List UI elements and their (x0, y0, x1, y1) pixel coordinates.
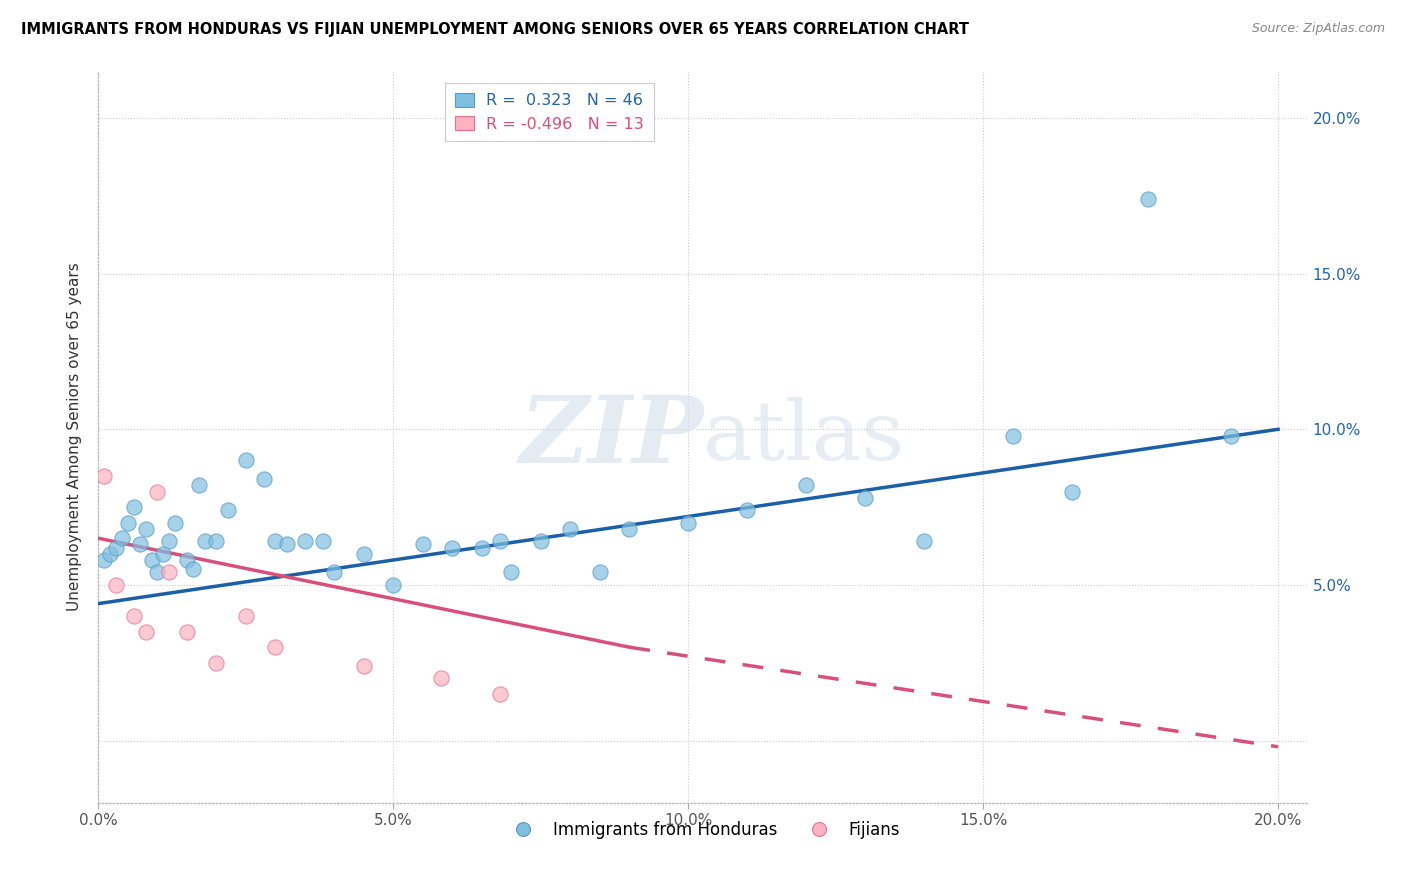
Point (471, 541, 494, 555)
Point (105, 578, 128, 592)
Point (1137, 192, 1160, 206)
Point (187, 478, 209, 492)
Point (194, 534, 217, 549)
Point (589, 566, 612, 580)
Point (678, 516, 700, 530)
Point (181, 562, 204, 576)
Point (311, 534, 333, 549)
Point (146, 484, 169, 499)
Point (141, 553, 163, 567)
Point (105, 541, 128, 555)
Point (412, 537, 434, 551)
Point (530, 534, 553, 549)
Point (98, 547, 121, 561)
Point (117, 516, 139, 530)
Point (93, 469, 115, 483)
Point (560, 522, 582, 536)
Text: IMMIGRANTS FROM HONDURAS VS FIJIAN UNEMPLOYMENT AMONG SENIORS OVER 65 YEARS CORR: IMMIGRANTS FROM HONDURAS VS FIJIAN UNEMP… (21, 22, 969, 37)
Point (294, 534, 316, 549)
Point (441, 541, 464, 555)
Point (157, 534, 180, 549)
Point (176, 624, 198, 639)
Point (135, 522, 157, 536)
Point (128, 537, 150, 551)
Point (501, 566, 523, 580)
Point (205, 534, 228, 549)
Point (122, 609, 145, 624)
Point (1060, 484, 1083, 499)
Point (488, 687, 510, 701)
Point (235, 609, 257, 624)
Point (912, 534, 935, 549)
Point (353, 658, 375, 673)
Point (165, 516, 187, 530)
Point (488, 534, 510, 549)
Point (122, 500, 145, 515)
Point (217, 503, 239, 517)
Point (429, 671, 451, 685)
Point (152, 547, 174, 561)
Point (146, 566, 169, 580)
Point (323, 566, 346, 580)
Point (205, 656, 228, 670)
Point (794, 478, 817, 492)
Text: atlas: atlas (703, 397, 905, 477)
Point (264, 640, 287, 655)
Point (1219, 428, 1241, 442)
Point (235, 453, 257, 467)
Legend: Immigrants from Honduras, Fijians: Immigrants from Honduras, Fijians (499, 814, 907, 846)
Point (135, 624, 157, 639)
Point (853, 491, 876, 505)
Point (176, 553, 198, 567)
Point (619, 522, 641, 536)
Point (382, 578, 405, 592)
Point (1001, 428, 1024, 442)
Y-axis label: Unemployment Among Seniors over 65 years: Unemployment Among Seniors over 65 years (67, 263, 83, 611)
Point (111, 531, 134, 545)
Point (264, 534, 287, 549)
Text: ZIP: ZIP (519, 392, 703, 482)
Point (735, 503, 758, 517)
Point (353, 547, 375, 561)
Point (157, 566, 180, 580)
Point (93, 553, 115, 567)
Point (252, 472, 274, 486)
Text: Source: ZipAtlas.com: Source: ZipAtlas.com (1251, 22, 1385, 36)
Point (276, 537, 298, 551)
